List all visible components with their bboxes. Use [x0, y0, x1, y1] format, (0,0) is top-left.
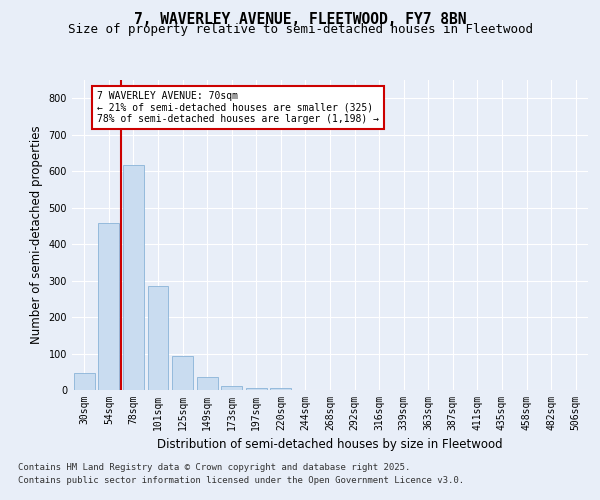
Bar	[98, 224, 119, 390]
Text: Contains public sector information licensed under the Open Government Licence v3: Contains public sector information licen…	[18, 476, 464, 485]
Bar	[221, 386, 242, 390]
Text: 7, WAVERLEY AVENUE, FLEETWOOD, FY7 8BN: 7, WAVERLEY AVENUE, FLEETWOOD, FY7 8BN	[134, 12, 466, 28]
Bar	[271, 388, 292, 390]
Text: Contains HM Land Registry data © Crown copyright and database right 2025.: Contains HM Land Registry data © Crown c…	[18, 462, 410, 471]
Bar	[172, 356, 193, 390]
Text: Size of property relative to semi-detached houses in Fleetwood: Size of property relative to semi-detach…	[67, 24, 533, 36]
X-axis label: Distribution of semi-detached houses by size in Fleetwood: Distribution of semi-detached houses by …	[157, 438, 503, 452]
Bar	[197, 377, 218, 390]
Bar	[74, 373, 95, 390]
Y-axis label: Number of semi-detached properties: Number of semi-detached properties	[30, 126, 43, 344]
Text: 7 WAVERLEY AVENUE: 70sqm
← 21% of semi-detached houses are smaller (325)
78% of : 7 WAVERLEY AVENUE: 70sqm ← 21% of semi-d…	[97, 91, 379, 124]
Bar	[246, 388, 267, 390]
Bar	[123, 165, 144, 390]
Bar	[148, 286, 169, 390]
